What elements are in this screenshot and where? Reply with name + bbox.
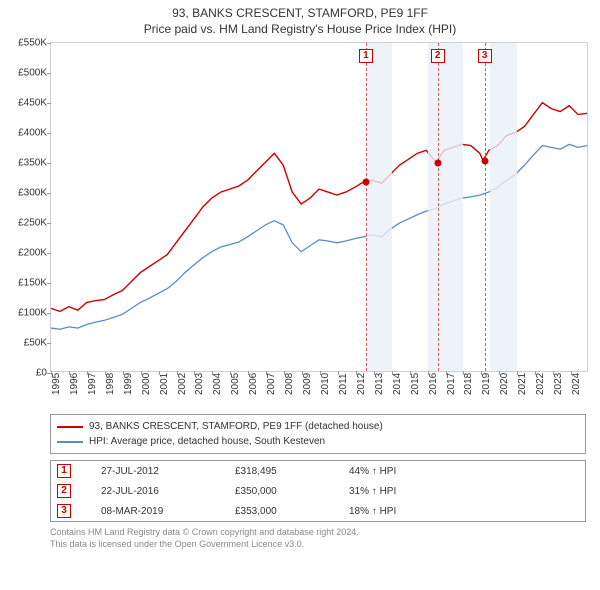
sale-delta: 44% ↑ HPI <box>349 466 579 477</box>
x-tick-label: 2004 <box>212 381 223 395</box>
legend-label: HPI: Average price, detached house, Sout… <box>89 434 325 449</box>
x-tick-label: 2017 <box>446 381 457 395</box>
sale-marker: 2 <box>57 484 71 498</box>
sales-table: 1 27-JUL-2012 £318,495 44% ↑ HPI 2 22-JU… <box>50 460 586 522</box>
y-tick-label: £450K <box>7 98 47 109</box>
x-tick-label: 2002 <box>177 381 188 395</box>
x-tick-label: 2020 <box>499 381 510 395</box>
attribution-footer: Contains HM Land Registry data © Crown c… <box>50 526 586 550</box>
y-tick-label: £150K <box>7 278 47 289</box>
footer-line: This data is licensed under the Open Gov… <box>50 538 586 550</box>
event-line <box>438 43 439 371</box>
y-tick-label: £0 <box>7 368 47 379</box>
event-marker: 3 <box>478 49 492 63</box>
y-tick-label: £400K <box>7 128 47 139</box>
x-tick-label: 2009 <box>302 381 313 395</box>
y-tick-label: £250K <box>7 218 47 229</box>
y-tick-label: £550K <box>7 38 47 49</box>
shaded-band <box>490 43 517 371</box>
x-tick-label: 2022 <box>535 381 546 395</box>
x-tick-label: 2006 <box>248 381 259 395</box>
x-tick-label: 2023 <box>553 381 564 395</box>
event-marker: 1 <box>359 49 373 63</box>
chart-container: 93, BANKS CRESCENT, STAMFORD, PE9 1FF Pr… <box>0 0 600 590</box>
sale-marker: 3 <box>57 504 71 518</box>
x-tick-label: 1996 <box>69 381 80 395</box>
x-tick-label: 2015 <box>410 381 421 395</box>
x-tick-label: 1998 <box>105 381 116 395</box>
sale-price: £353,000 <box>235 506 345 517</box>
legend-label: 93, BANKS CRESCENT, STAMFORD, PE9 1FF (d… <box>89 419 383 434</box>
table-row: 1 27-JUL-2012 £318,495 44% ↑ HPI <box>51 461 585 481</box>
x-tick-label: 2003 <box>194 381 205 395</box>
chart-title-subtitle: Price paid vs. HM Land Registry's House … <box>6 22 594 36</box>
x-tick-label: 2024 <box>571 381 582 395</box>
x-tick-label: 2018 <box>463 381 474 395</box>
y-tick-label: £200K <box>7 248 47 259</box>
table-row: 2 22-JUL-2016 £350,000 31% ↑ HPI <box>51 481 585 501</box>
sale-price: £350,000 <box>235 486 345 497</box>
x-tick-label: 2001 <box>159 381 170 395</box>
y-tick-label: £350K <box>7 158 47 169</box>
title-block: 93, BANKS CRESCENT, STAMFORD, PE9 1FF Pr… <box>6 6 594 36</box>
x-tick-label: 2016 <box>428 381 439 395</box>
x-tick-label: 2010 <box>320 381 331 395</box>
legend-item: 93, BANKS CRESCENT, STAMFORD, PE9 1FF (d… <box>57 419 579 434</box>
y-tick-label: £50K <box>7 338 47 349</box>
footer-line: Contains HM Land Registry data © Crown c… <box>50 526 586 538</box>
x-tick-label: 2007 <box>266 381 277 395</box>
x-tick-label: 1999 <box>123 381 134 395</box>
sale-date: 27-JUL-2012 <box>101 466 231 477</box>
table-row: 3 08-MAR-2019 £353,000 18% ↑ HPI <box>51 501 585 521</box>
x-tick-label: 2011 <box>338 381 349 395</box>
sale-date: 22-JUL-2016 <box>101 486 231 497</box>
x-tick-label: 1997 <box>87 381 98 395</box>
x-tick-label: 2008 <box>284 381 295 395</box>
x-tick-label: 2019 <box>481 381 492 395</box>
sale-price: £318,495 <box>235 466 345 477</box>
y-tick-label: £300K <box>7 188 47 199</box>
sale-delta: 31% ↑ HPI <box>349 486 579 497</box>
x-tick-label: 1995 <box>51 381 62 395</box>
chart-title-address: 93, BANKS CRESCENT, STAMFORD, PE9 1FF <box>6 6 594 20</box>
event-line <box>366 43 367 371</box>
shaded-band <box>428 43 464 371</box>
sale-dot <box>434 160 441 167</box>
legend: 93, BANKS CRESCENT, STAMFORD, PE9 1FF (d… <box>50 414 586 454</box>
plot-area: £0£50K£100K£150K£200K£250K£300K£350K£400… <box>50 42 588 372</box>
sale-dot <box>362 178 369 185</box>
y-tick-label: £100K <box>7 308 47 319</box>
sale-dot <box>481 158 488 165</box>
x-tick-label: 2005 <box>230 381 241 395</box>
shaded-band <box>366 43 392 371</box>
y-tick-label: £500K <box>7 68 47 79</box>
legend-swatch <box>57 441 83 443</box>
sale-marker: 1 <box>57 464 71 478</box>
x-tick-label: 2014 <box>392 381 403 395</box>
event-marker: 2 <box>431 49 445 63</box>
legend-item: HPI: Average price, detached house, Sout… <box>57 434 579 449</box>
event-line <box>485 43 486 371</box>
x-tick-label: 2012 <box>356 381 367 395</box>
legend-swatch <box>57 426 83 428</box>
x-tick-label: 2021 <box>517 381 528 395</box>
sale-delta: 18% ↑ HPI <box>349 506 579 517</box>
sale-date: 08-MAR-2019 <box>101 506 231 517</box>
x-tick-label: 2013 <box>374 381 385 395</box>
x-tick-label: 2000 <box>141 381 152 395</box>
